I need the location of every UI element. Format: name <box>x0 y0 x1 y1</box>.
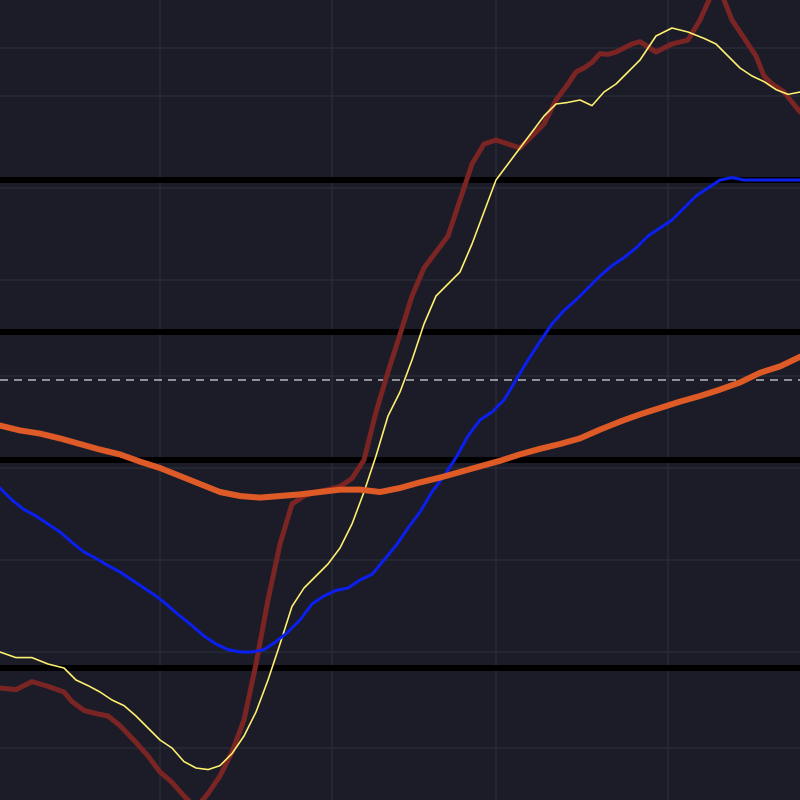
series-line-3 <box>0 176 800 654</box>
series-line-4 <box>0 353 800 501</box>
horizontal-levels <box>0 177 800 671</box>
series-line-2 <box>0 27 800 771</box>
